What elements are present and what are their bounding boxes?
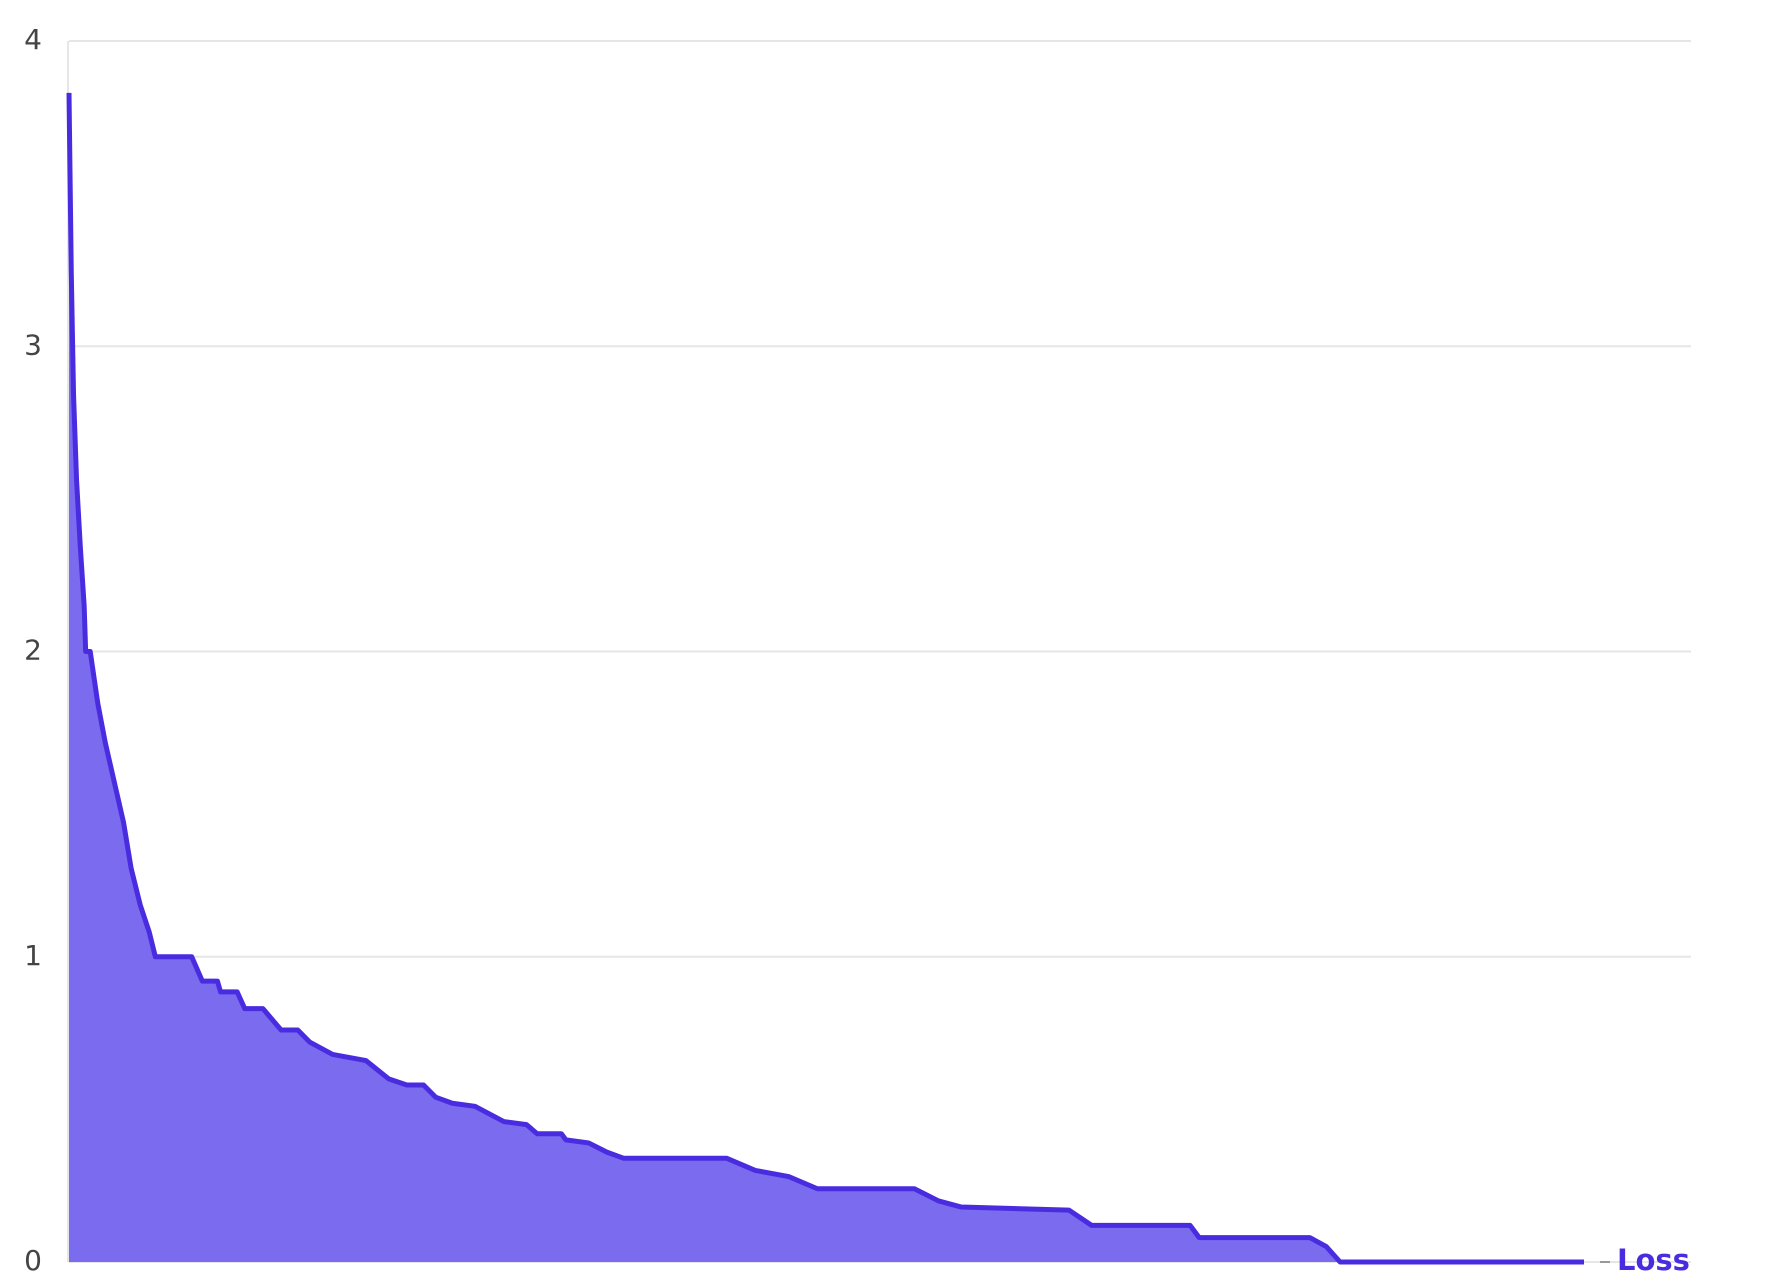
y-tick-label: 4	[24, 23, 42, 56]
y-tick-label: 1	[24, 939, 42, 972]
y-tick-label: 2	[24, 634, 42, 667]
y-tick-label: 3	[24, 328, 42, 361]
y-tick-label: 0	[24, 1244, 42, 1277]
area-fill	[69, 92, 1584, 1263]
line	[66, 92, 1584, 1265]
series-label: Loss	[1617, 1243, 1690, 1277]
